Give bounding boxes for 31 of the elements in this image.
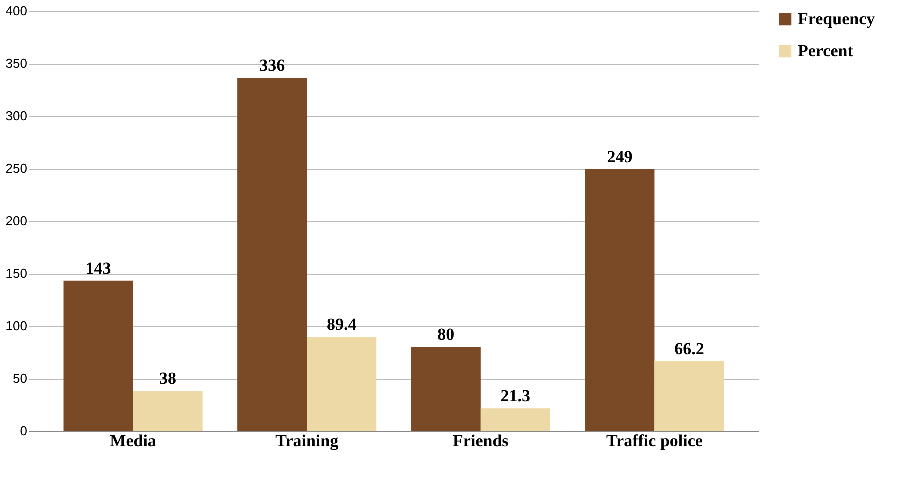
data-label: 336 [260,56,286,76]
data-label: 38 [160,369,177,388]
bar [411,347,481,431]
bar [585,170,655,431]
x-tick-label: Training [276,432,340,450]
y-tick-label: 350 [6,56,28,71]
data-label: 66.2 [674,339,704,358]
y-tick-label: 150 [6,266,28,281]
bar [133,391,203,431]
x-tick-label: Traffic police [606,432,704,450]
y-tick-label: 250 [6,161,28,176]
data-label: 89.4 [326,315,358,334]
bar [307,337,377,431]
legend-label: Percent [798,42,854,60]
y-tick-label: 200 [6,214,28,228]
y-tick-label: 300 [6,108,28,124]
data-label: 80 [438,325,455,344]
y-tick-label: 100 [6,318,28,334]
x-tick-label: Friends [453,432,510,450]
data-label: 249 [607,148,633,167]
y-tick-label: 50 [13,371,28,386]
y-tick-label: 0 [20,424,28,438]
legend-label: Frequency [798,10,876,28]
y-tick-label: 400 [6,4,28,18]
data-label: 143 [86,258,112,278]
bar [64,280,134,431]
bar [480,408,550,431]
bar [654,361,724,431]
data-label: 21.3 [500,386,531,406]
x-tick-label: Media [110,432,157,450]
bar [238,78,308,431]
